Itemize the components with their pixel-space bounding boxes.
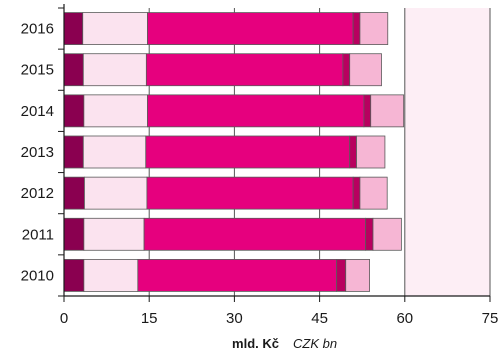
bar-segment-2016-s3 [147,12,354,45]
x-tick-label-75: 75 [482,310,499,327]
x-tick-label-60: 60 [396,310,413,327]
bar-segment-2015-s4 [342,53,351,87]
y-tick-label-2014: 2014 [21,103,54,120]
bar-segment-2011-s5 [372,217,402,251]
bar-segment-2010-s3 [137,259,338,292]
bar-segment-2013-s2 [82,135,147,169]
bar-segment-2014-s5 [370,94,405,128]
bar-segment-2011-s4 [365,217,374,251]
y-tick-label-2012: 2012 [21,185,54,202]
highlight-region [404,8,490,296]
y-tick-label-2011: 2011 [22,226,54,243]
bar-segment-2011-s1 [63,217,85,251]
bar-segment-2014-s4 [363,94,372,128]
bar-segment-2011-s2 [83,217,145,251]
bar-segment-2012-s5 [359,176,388,210]
units-label-cz: mld. Kč [232,336,279,351]
y-axis: 2016 2015 2014 2013 2012 2011 2010 [21,4,65,297]
bar-segment-2015-s2 [82,53,147,87]
bar-segment-2010-s4 [336,259,347,292]
bar-segment-2014-s3 [147,94,365,128]
y-tick-label-2016: 2016 [21,21,54,38]
bar-segment-2012-s4 [352,176,361,210]
bar-segment-2013-s4 [349,135,357,169]
x-tick-label-15: 15 [141,310,158,327]
bar-segment-2012-s2 [84,176,148,210]
bar-segment-2012-s1 [63,176,85,210]
x-tick-label-0: 0 [60,310,68,327]
x-tick-label-30: 30 [226,310,243,327]
bar-segment-2013-s1 [63,135,84,169]
y-tick-label-2015: 2015 [21,62,54,79]
bar-segment-2013-s5 [356,135,386,169]
y-tick-label-2013: 2013 [21,144,54,161]
y-tick-label-2010: 2010 [21,267,54,284]
x-tick-label-45: 45 [311,310,328,327]
x-axis: 0 15 30 45 60 75 [60,295,499,327]
bar-segment-2015-s5 [349,53,382,87]
bar-segment-2015-s1 [63,53,84,87]
bar-segment-2016-s4 [352,12,361,45]
bar-segment-2013-s3 [145,135,351,169]
bar-segment-2010-s2 [83,259,139,292]
bar-segment-2016-s2 [82,12,148,45]
bar-segment-2011-s3 [143,217,367,251]
bar-segment-2016-s1 [63,12,84,45]
bar-segment-2016-s5 [359,12,389,45]
bar-segment-2014-s2 [83,94,148,128]
bars [63,12,405,292]
bar-segment-2010-s5 [345,259,370,292]
bar-segment-2015-s3 [145,53,344,87]
units-label-en: CZK bn [293,336,337,351]
bar-segment-2010-s1 [63,259,85,292]
bar-segment-2014-s1 [63,94,85,128]
bar-segment-2012-s3 [146,176,354,210]
